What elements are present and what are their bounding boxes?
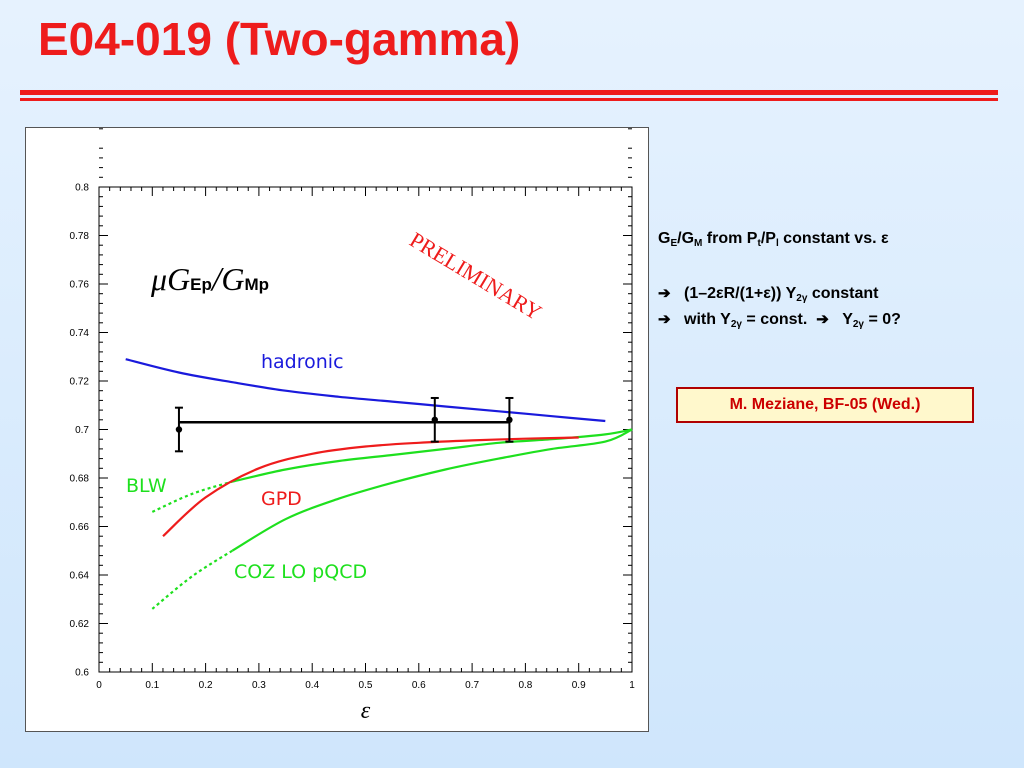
y-title-part: G [221,261,244,297]
reference-box: M. Meziane, BF-05 (Wed.) [676,387,974,423]
series-hadronic [126,359,606,421]
note-bullet-1: ➔ (1–2εR/(1+ε)) Y2γ constant [658,284,879,304]
label-gpd: GPD [261,488,302,510]
bullet-2-text: with Y [684,311,731,328]
x-tick-label: 0.9 [572,680,586,691]
y-tick-label: 0.62 [70,619,90,630]
label-blw: BLW [126,475,167,497]
arrow-right-icon: ➔ [816,310,842,328]
y-tick-label: 0.78 [70,231,90,242]
x-tick-label: 0.1 [145,680,159,691]
bullet-1-sub: 2γ [796,293,807,304]
bullet-1-text: (1–2εR/(1+ε)) Y [684,285,796,302]
chart-svg: 0 0.1 0.2 0.3 0.4 0.5 0.6 0.7 0.8 0.9 1 0.6 0.62 0.64… [26,128,648,731]
x-tick-label: 0.2 [199,680,213,691]
y-tick-label: 0.72 [70,377,90,388]
y-tick-label: 0.64 [70,571,90,582]
y-title-part: Ep [190,275,212,294]
x-tick-label: 0.4 [305,680,319,691]
x-tick-label: 1 [629,680,635,691]
data-point [176,426,182,432]
chart-y-title: μGEp/GMp [150,261,269,298]
arrow-right-icon: ➔ [658,310,684,328]
y-tick-label: 0.66 [70,522,90,533]
x-tick-label: 0 [96,680,102,691]
note-bullet-2: ➔ with Y2γ = const. ➔ Y2γ = 0? [658,310,901,330]
note-g: G [658,230,670,247]
slide-title: E04-019 (Two-gamma) [38,12,520,66]
y-tick-label: 0.68 [70,474,90,485]
note-from-p: from P [702,230,757,247]
x-axis-label: ε [361,698,371,724]
arrow-right-icon: ➔ [658,284,684,302]
y-tick-label: 0.6 [75,668,89,679]
y-title-part: μ [150,261,167,297]
x-tick-label: 0.5 [359,680,373,691]
y-tick-label: 0.76 [70,280,90,291]
series-coz-lo-pqcd-extrapolated [152,551,232,609]
points-layer [175,398,513,451]
y-title-part: Mp [244,275,269,294]
bullet-1-rest: constant [807,285,878,302]
x-tick-label: 0.6 [412,680,426,691]
series-gpd [163,438,579,537]
labels-layer: 0 0.1 0.2 0.3 0.4 0.5 0.6 0.7 0.8 0.9 1 0.6 0.62 0.64… [70,183,636,725]
note-slash-g: /G [677,230,694,247]
x-tick-label: 0.8 [518,680,532,691]
preliminary-stamp: PRELIMINARY [405,227,546,325]
data-point [432,417,438,423]
plot-frame: 0 0.1 0.2 0.3 0.4 0.5 0.6 0.7 0.8 0.9 1 0.6 0.62 0.64… [25,127,649,732]
note-constant-vs-eps: constant vs. ε [779,230,889,247]
data-point [506,417,512,423]
label-hadronic: hadronic [261,351,344,373]
note-ratio-constant: GE/GM from Pt/Pl constant vs. ε [658,230,889,249]
curves-layer [126,359,632,609]
x-tick-label: 0.3 [252,680,266,691]
x-tick-label: 0.7 [465,680,479,691]
bullet-2-text2: Y [842,311,853,328]
bullet-2-sub: 2γ [731,319,742,330]
bullet-2-mid: = const. [742,311,807,328]
bullet-2-sub2: 2γ [853,319,864,330]
title-rule-thick [20,90,998,95]
y-tick-label: 0.74 [70,328,90,339]
title-rule-thin [20,98,998,101]
y-tick-label: 0.7 [75,425,89,436]
y-tick-label: 0.8 [75,183,89,194]
bullet-2-rest: = 0? [864,311,901,328]
label-coz-lo-pqcd: COZ LO pQCD [234,561,367,583]
note-slash-p: /P [761,230,776,247]
y-title-part: G [167,261,190,297]
